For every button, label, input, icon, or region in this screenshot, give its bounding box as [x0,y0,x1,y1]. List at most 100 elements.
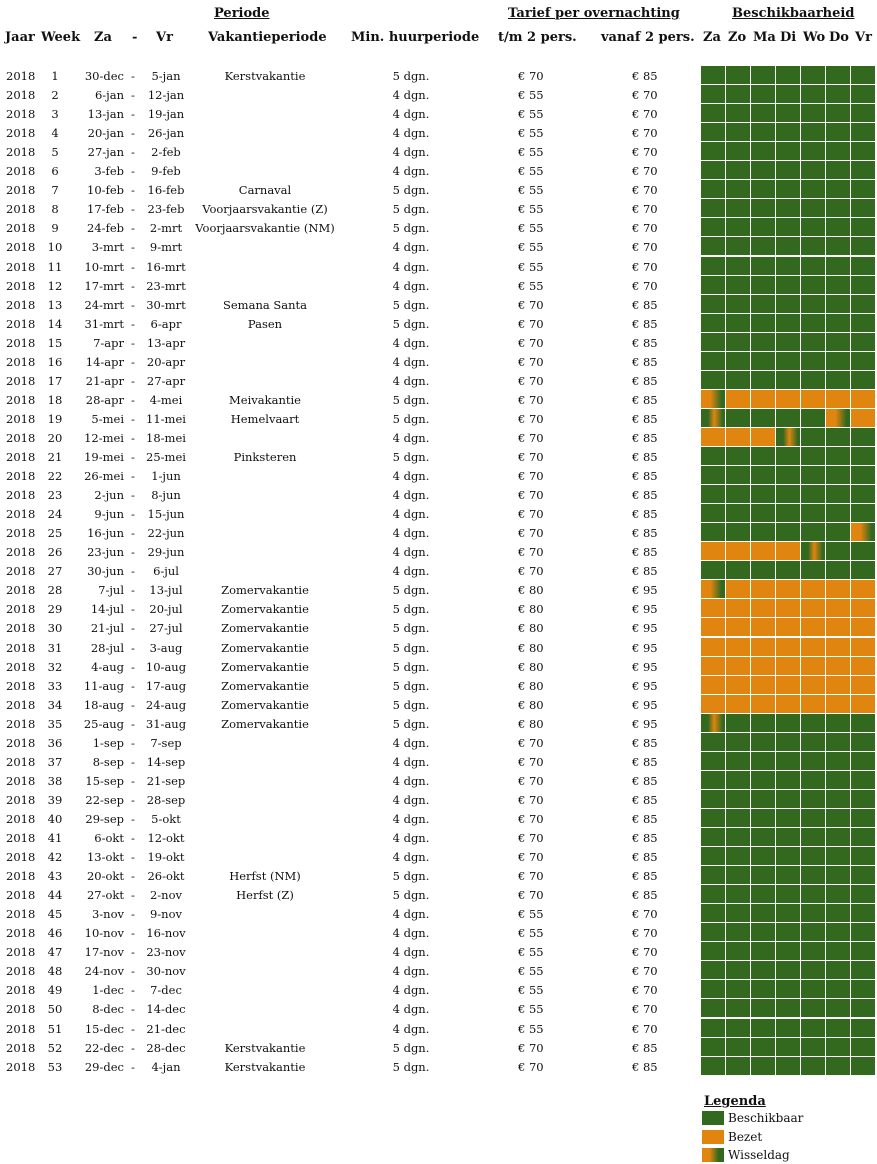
cell-za: 30-jun [87,564,124,579]
cell-dash: - [131,869,135,884]
availability-cell [701,161,725,180]
cell-tarief-tm2: € 55 [518,126,544,141]
cell-jaar: 2018 [6,297,36,312]
availability-cell [776,180,800,199]
cell-jaar: 2018 [6,811,36,826]
cell-jaar: 2018 [6,183,36,198]
cell-tarief-vanaf2: € 95 [632,678,658,693]
availability-cell [801,656,825,675]
cell-vr: 18-mei [146,430,186,445]
availability-cell [826,694,850,713]
availability-cell [776,275,800,294]
availability-cell [701,389,725,408]
availability-cell [851,999,875,1018]
col-header-vr: Vr [156,30,173,45]
availability-cell [776,313,800,332]
cell-week: 46 [47,926,63,941]
availability-cell [751,675,775,694]
availability-cell [851,885,875,904]
availability-cell [701,694,725,713]
cell-vakantieperiode: Pinksteren [233,450,297,464]
availability-cell [851,1018,875,1037]
availability-cell [826,961,850,980]
cell-za: 1-dec [92,983,124,998]
cell-min-huurperiode: 5 dgn. [392,716,430,731]
cell-week: 31 [47,640,63,655]
cell-dash: - [131,697,135,712]
cell-tarief-tm2: € 55 [518,183,544,198]
cell-week: 7 [51,183,59,198]
cell-dash: - [131,831,135,845]
cell-tarief-vanaf2: € 85 [632,811,658,826]
cell-jaar: 2018 [6,69,36,83]
availability-cell [701,294,725,313]
availability-cell [851,142,875,161]
cell-dash: - [131,907,135,922]
availability-cell [801,675,825,694]
availability-cell [851,294,875,313]
availability-cell [751,904,775,923]
availability-cell [726,199,750,218]
cell-za: 16-jun [87,526,124,541]
cell-vakantieperiode [190,924,340,943]
cell-tarief-tm2: € 80 [518,583,544,598]
availability-cell [701,904,725,923]
cell-jaar: 2018 [6,373,36,388]
availability-cell [776,675,800,694]
availability-cell [851,370,875,389]
cell-tarief-vanaf2: € 70 [632,183,658,198]
cell-vr: 9-feb [151,164,181,179]
cell-week: 21 [47,450,63,464]
cell-tarief-tm2: € 70 [518,754,544,769]
cell-min-huurperiode: 4 dgn. [392,926,430,941]
cell-vakantieperiode [190,105,340,124]
availability-cell [701,504,725,523]
cell-vr: 23-nov [146,945,186,960]
cell-za: 29-sep [85,811,124,826]
cell-vakantieperiode: Semana Santa [223,297,307,312]
cell-vr: 27-apr [146,373,186,388]
availability-cell [701,599,725,618]
cell-jaar: 2018 [6,335,36,350]
availability-cell [801,408,825,427]
availability-cell [801,923,825,942]
cell-dash: - [131,564,135,579]
availability-cell [701,85,725,104]
availability-cell [701,713,725,732]
cell-tarief-vanaf2: € 70 [632,907,658,922]
cell-jaar: 2018 [6,907,36,922]
col-header-vakantieperiode: Vakantieperiode [208,30,327,45]
availability-cell [851,694,875,713]
cell-tarief-vanaf2: € 85 [632,1059,658,1074]
cell-tarief-tm2: € 70 [518,69,544,83]
cell-dash: - [131,545,135,560]
availability-cell [776,923,800,942]
availability-cell [826,904,850,923]
availability-cell [726,561,750,580]
availability-cell [801,847,825,866]
cell-tarief-tm2: € 70 [518,469,544,484]
availability-cell [751,466,775,485]
availability-cell [701,408,725,427]
availability-cell [701,256,725,275]
cell-week: 40 [47,811,63,826]
cell-za: 28-apr [85,392,124,407]
cell-jaar: 2018 [6,735,36,750]
availability-cell [801,732,825,751]
cell-jaar: 2018 [6,202,36,217]
cell-jaar: 2018 [6,945,36,960]
cell-tarief-tm2: € 80 [518,716,544,731]
cell-vr: 12-okt [147,831,185,845]
availability-cell [826,580,850,599]
cell-tarief-vanaf2: € 85 [632,526,658,541]
availability-cell [851,828,875,846]
cell-vr: 21-sep [146,773,186,788]
cell-min-huurperiode: 5 dgn. [392,221,430,236]
availability-cell [726,427,750,446]
availability-cell [726,923,750,942]
availability-cell [751,389,775,408]
availability-cell [751,218,775,237]
legend-label-available: Beschikbaar [728,1111,804,1125]
availability-cell [801,85,825,104]
cell-dash: - [131,202,135,217]
